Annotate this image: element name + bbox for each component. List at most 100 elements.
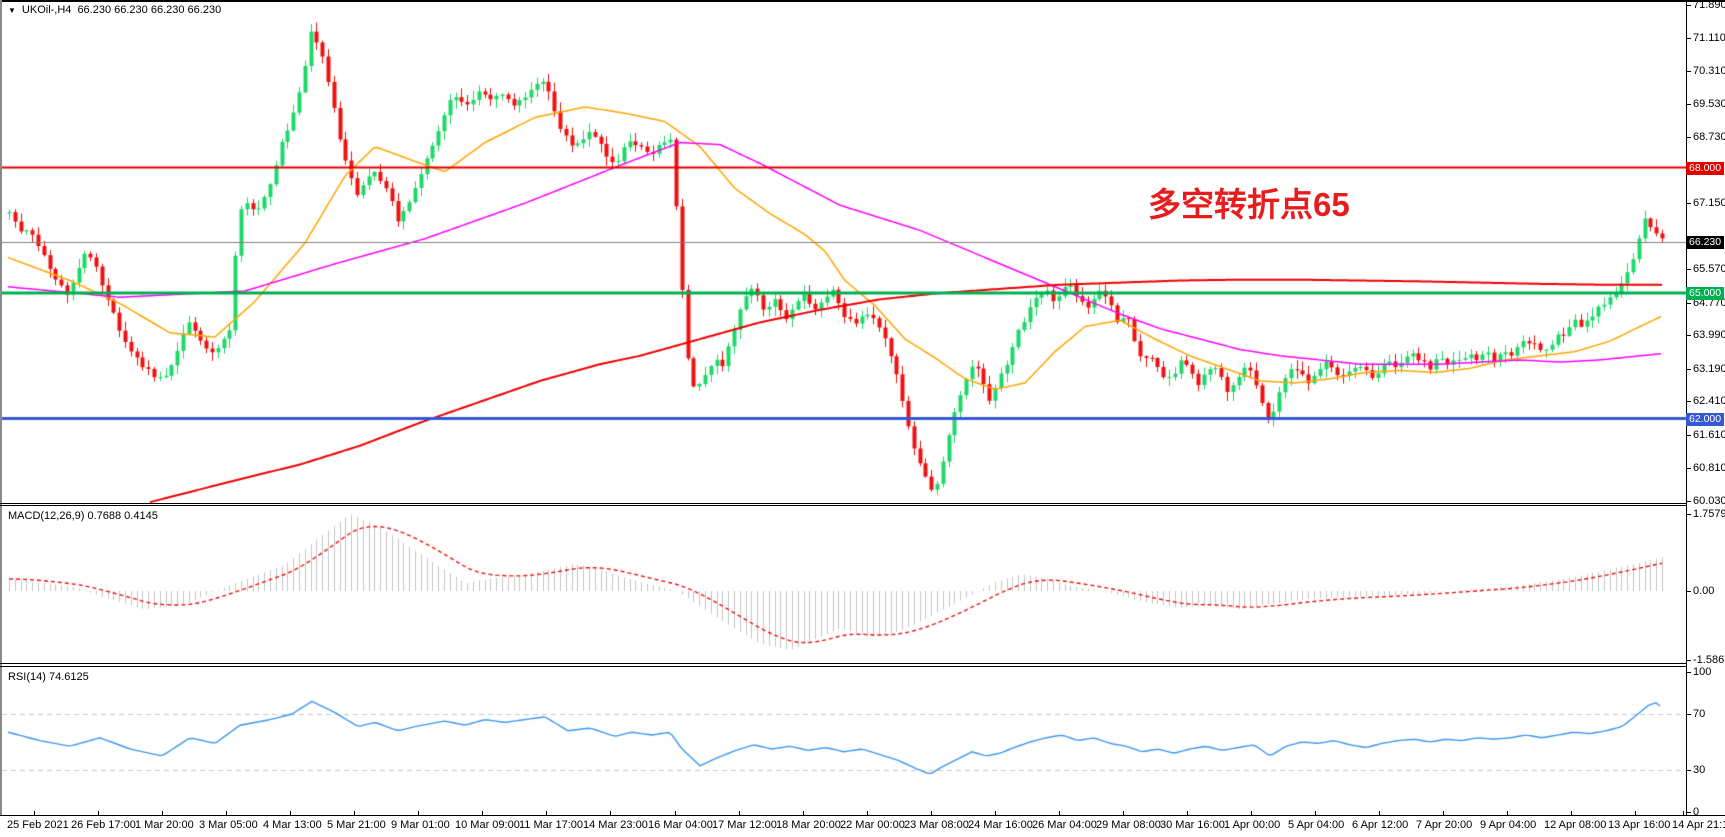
macd-axis-label: 1.7579 [1693, 508, 1725, 520]
time-axis-tick [226, 811, 228, 815]
time-axis-tick [1186, 811, 1188, 815]
x-axis-label: 14 Apr 21:15 [1672, 819, 1725, 831]
chart-annotation[interactable]: 多空转折点65 [1148, 186, 1350, 223]
price-axis-tick [1687, 714, 1691, 715]
time-axis-tick [1250, 811, 1252, 815]
x-axis-label: 29 Mar 08:00 [1096, 819, 1161, 831]
x-axis-label: 14 Mar 23:00 [583, 819, 648, 831]
price-axis-label: 63.990 [1693, 329, 1725, 341]
price-axis-tick [1687, 501, 1691, 502]
x-axis-label: 23 Mar 08:00 [904, 819, 969, 831]
x-axis-label: 16 Mar 04:00 [648, 819, 713, 831]
price-axis-tick [1687, 104, 1691, 105]
symbol-dropdown-icon[interactable]: ▼ [8, 5, 16, 15]
x-axis-label: 5 Mar 21:00 [327, 819, 386, 831]
time-axis-tick [802, 811, 804, 815]
time-axis-tick [34, 811, 35, 815]
price-axis-label: 71.110 [1693, 32, 1725, 44]
x-axis-label: 17 Mar 12:00 [712, 819, 777, 831]
x-axis-label: 10 Mar 09:00 [455, 819, 520, 831]
time-axis-tick [290, 811, 292, 815]
macd-indicator-canvas[interactable] [2, 506, 1686, 663]
x-axis-label: 26 Mar 04:00 [1032, 819, 1097, 831]
main-panel-bottom-border [0, 503, 1687, 504]
price-axis-tick [1687, 369, 1691, 370]
price-axis-tick [1687, 137, 1691, 138]
price-axis-label: 70.310 [1693, 65, 1725, 77]
rsi-axis-label: 70 [1693, 708, 1706, 720]
price-axis-tick [1687, 5, 1691, 6]
rsi-label: RSI(14) 74.6125 [8, 671, 89, 683]
time-axis-tick [1315, 811, 1316, 815]
current-price-tag: 66.230 [1686, 236, 1725, 249]
x-axis-label: 1 Apr 00:00 [1224, 819, 1281, 831]
macd-axis-label: -1.5867 [1693, 654, 1725, 666]
window-left-border [0, 0, 2, 816]
time-axis-tick [1122, 811, 1124, 815]
price-axis-label: 69.530 [1693, 98, 1725, 110]
x-axis-label: 6 Apr 12:00 [1352, 819, 1409, 831]
price-axis-tick [1687, 71, 1691, 72]
price-axis-label: 71.890 [1693, 0, 1725, 11]
price-axis-label: 60.810 [1693, 462, 1725, 474]
price-axis-label: 65.570 [1693, 263, 1725, 275]
window-top-border [0, 0, 1725, 2]
price-axis-tick [1687, 38, 1691, 39]
price-axis-label: 62.410 [1693, 395, 1725, 407]
price-axis-tick [1687, 672, 1691, 673]
x-axis-label: 13 Apr 16:00 [1608, 819, 1671, 831]
chart-title-bar: ▼ UKOil-,H4 66.230 66.230 66.230 66.230 [8, 4, 221, 16]
time-axis-tick [546, 811, 548, 815]
price-chart-canvas[interactable] [2, 2, 1686, 503]
x-axis-label: 4 Mar 13:00 [263, 819, 322, 831]
time-axis-tick [482, 811, 484, 815]
level-price-tag: 65.000 [1686, 287, 1725, 300]
price-axis-label: 67.150 [1693, 197, 1725, 209]
x-axis-label: 3 Mar 05:00 [199, 819, 258, 831]
level-price-tag: 62.000 [1686, 413, 1725, 426]
x-axis-label: 7 Apr 20:00 [1416, 819, 1473, 831]
time-axis-tick [1683, 811, 1684, 815]
price-axis-label: 64.770 [1693, 297, 1725, 309]
price-axis-tick [1687, 269, 1691, 270]
price-axis-tick [1687, 401, 1691, 402]
price-axis-label: 68.730 [1693, 131, 1725, 143]
x-axis-label: 26 Feb 17:00 [71, 819, 136, 831]
time-axis-tick [354, 811, 356, 815]
time-axis-tick [674, 811, 676, 815]
time-axis-tick [1507, 811, 1509, 815]
x-axis-label: 9 Apr 04:00 [1480, 819, 1537, 831]
price-axis-tick [1687, 591, 1691, 592]
price-axis-tick [1687, 335, 1691, 336]
time-axis-tick [866, 811, 868, 815]
time-axis-tick [1571, 811, 1573, 815]
x-axis-label: 11 Mar 17:00 [519, 819, 584, 831]
time-axis-tick [418, 811, 420, 815]
macd-axis-label: 0.00 [1693, 585, 1715, 597]
price-axis-tick [1687, 435, 1691, 436]
x-axis-label: 12 Apr 08:00 [1544, 819, 1607, 831]
rsi-axis-label: 0 [1693, 806, 1700, 818]
x-axis-label: 1 Mar 20:00 [135, 819, 194, 831]
rsi-indicator-canvas[interactable] [2, 667, 1686, 815]
time-axis-tick [1443, 811, 1445, 815]
price-axis-label: 63.190 [1693, 363, 1725, 375]
time-axis-tick [98, 811, 100, 815]
price-axis-label: 61.610 [1693, 429, 1725, 441]
symbol-name: UKOil-,H4 [21, 4, 72, 16]
x-axis-label: 24 Mar 16:00 [968, 819, 1033, 831]
x-axis-label: 18 Mar 20:00 [776, 819, 841, 831]
time-axis-tick [610, 811, 612, 815]
level-price-tag: 68.000 [1686, 162, 1725, 175]
symbol-ohlc-values: 66.230 66.230 66.230 66.230 [77, 4, 222, 16]
macd-panel-top-border [0, 505, 1687, 506]
x-axis-label: 9 Mar 01:00 [391, 819, 450, 831]
x-axis-label: 22 Mar 00:00 [840, 819, 905, 831]
time-axis-tick [1635, 811, 1637, 815]
price-axis-tick [1687, 468, 1691, 469]
macd-label: MACD(12,26,9) 0.7688 0.4145 [8, 510, 158, 522]
time-axis-tick [930, 811, 932, 815]
time-axis-tick [1379, 811, 1381, 815]
rsi-axis-label: 100 [1693, 666, 1712, 678]
